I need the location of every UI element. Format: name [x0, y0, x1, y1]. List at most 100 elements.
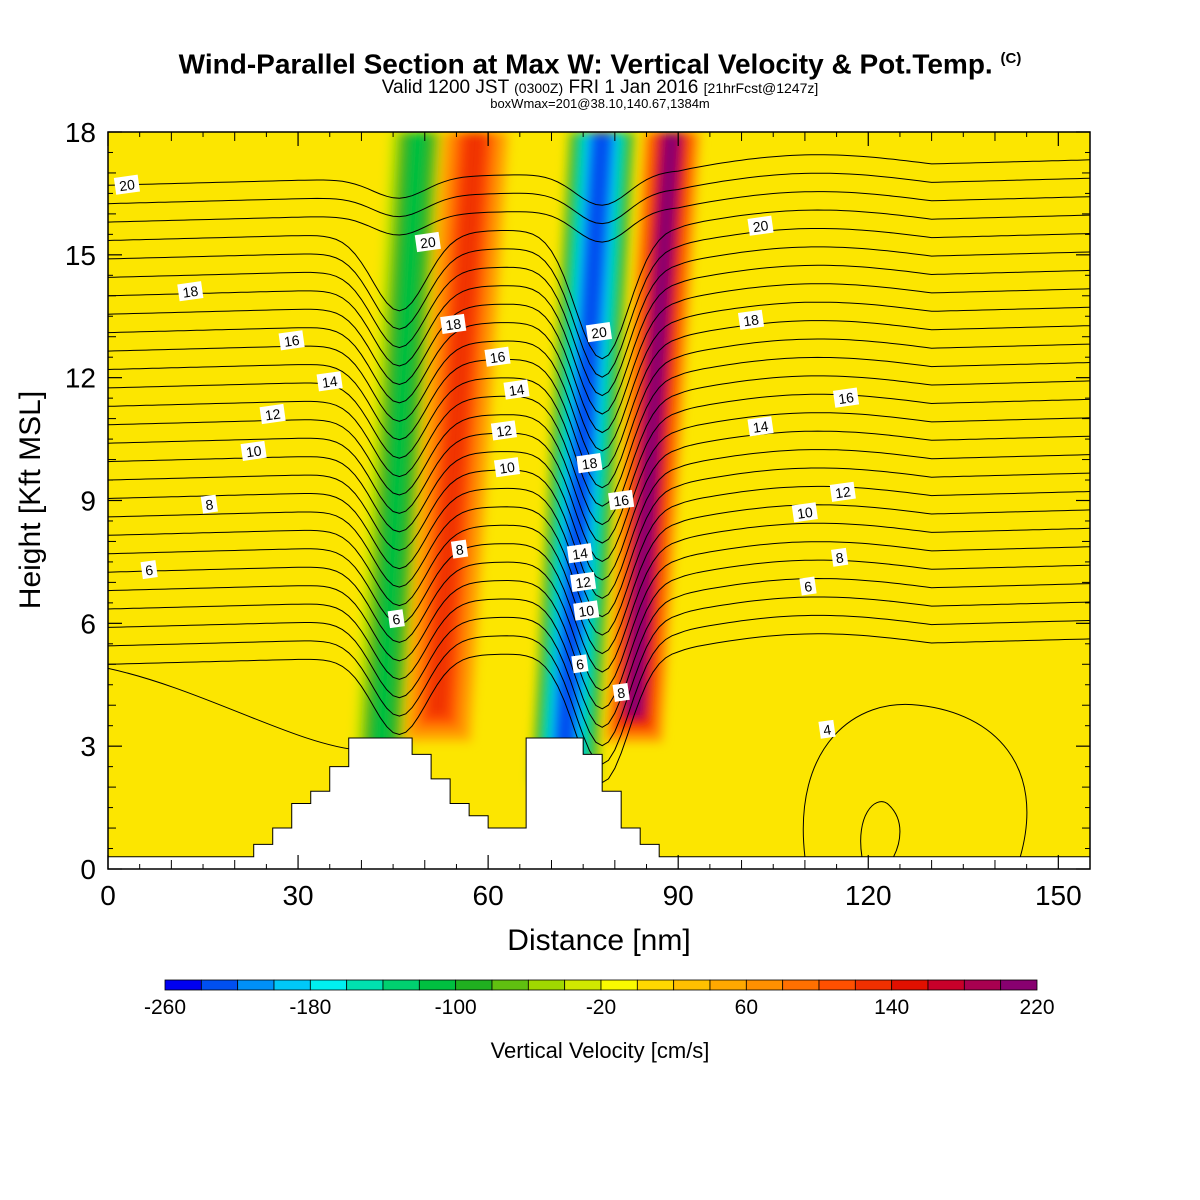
theta-contour-line	[108, 191, 1090, 243]
chart-title: Wind-Parallel Section at Max W: Vertical…	[0, 44, 1200, 79]
colorbar-swatch	[164, 979, 202, 991]
colorbar-swatch	[818, 979, 856, 991]
contour-label: 12	[829, 481, 856, 502]
contour-label-box	[747, 416, 774, 437]
contour-label: 18	[440, 313, 467, 334]
y-axis-label: Height [Kft MSL]	[14, 391, 47, 609]
y-tick-label: 18	[65, 117, 96, 148]
colorbar-tick-label: -100	[435, 996, 477, 1019]
theta-contour-line	[108, 356, 1090, 507]
contour-label-box	[278, 330, 305, 351]
contour-label-box	[829, 481, 856, 502]
x-tick-label: 150	[1035, 880, 1082, 911]
theta-contour-line	[108, 301, 1090, 452]
contour-label-box	[818, 719, 836, 739]
contour-label-text: 8	[204, 496, 214, 513]
contour-label-text: 16	[283, 332, 301, 350]
contour-label-text: 6	[803, 578, 813, 595]
contour-label-text: 4	[822, 721, 832, 738]
colorbar-swatch	[309, 979, 348, 991]
contour-label-text: 18	[742, 311, 760, 329]
theta-contour-line	[108, 596, 1090, 747]
colorbar-swatch	[891, 979, 929, 991]
contour-label-box	[316, 371, 343, 392]
contour-label: 16	[608, 489, 635, 511]
x-tick-label: 90	[663, 880, 694, 911]
box-info: boxWmax=201@38.10,140.67,1384m	[490, 96, 710, 112]
contour-label-text: 16	[837, 389, 855, 407]
contour-label-text: 20	[590, 324, 608, 342]
x-axis-label: Distance [nm]	[507, 924, 690, 957]
theta-contour-line	[108, 449, 1090, 599]
contour-label: 12	[259, 403, 286, 425]
colorbar-swatch	[237, 979, 275, 991]
contour-label-text: 10	[498, 459, 516, 477]
contour-label-box	[573, 600, 600, 621]
y-tick-label: 15	[65, 240, 96, 271]
contour-label-box	[440, 313, 467, 334]
theta-contour-line	[108, 412, 1090, 562]
contour-label-box	[177, 281, 204, 302]
contour-label-text: 8	[455, 541, 465, 558]
y-tick-label: 0	[80, 854, 96, 885]
colorbar-swatch	[200, 979, 239, 991]
contour-label-text: 10	[577, 602, 595, 620]
x-tick-label: 120	[845, 880, 892, 911]
contour-label-text: 18	[581, 455, 599, 473]
theta-contour-line	[108, 246, 1090, 397]
colorbar-swatch	[745, 979, 784, 991]
colorbar-tick-label: 140	[874, 996, 909, 1019]
contour-label-text: 20	[419, 233, 437, 251]
colorbar-swatch	[455, 979, 493, 991]
terrain-outline	[108, 737, 1090, 869]
contour-label-text: 18	[444, 315, 462, 333]
contour-label-text: 20	[752, 217, 770, 235]
contour-label-box	[566, 543, 593, 564]
contour-label: 10	[493, 457, 521, 478]
theta-contour-line	[108, 485, 1090, 636]
theta-contour-line	[108, 467, 1090, 618]
contour-label: 20	[585, 322, 612, 343]
x-tick-label: 60	[473, 880, 504, 911]
contour-label: 20	[414, 231, 441, 253]
velocity-field	[351, 132, 701, 784]
colorbar-swatch	[491, 979, 529, 991]
velocity-band-downdraft-east	[554, 132, 612, 755]
contour-label-box	[585, 322, 612, 343]
contour-label: 6	[799, 576, 817, 596]
contour-label: 6	[140, 560, 158, 580]
contour-label: 8	[831, 547, 849, 567]
chart-title-block: Wind-Parallel Section at Max W: Vertical…	[0, 44, 1200, 112]
colorbar-swatch	[418, 979, 457, 991]
theta-contour-line	[860, 801, 901, 857]
theta-contour-line	[108, 154, 1090, 206]
theta-contour-line	[108, 504, 1090, 655]
valid-date: FRI 1 Jan 2016	[568, 77, 699, 99]
contour-label-text: 16	[489, 348, 507, 366]
contour-label: 20	[113, 174, 140, 195]
contour-label: 14	[566, 543, 593, 564]
contour-label-text: 16	[612, 491, 630, 509]
contour-label: 18	[737, 309, 765, 330]
contour-label: 20	[747, 215, 774, 236]
colorbar-swatch	[673, 979, 711, 991]
contour-label-box	[799, 576, 817, 596]
contour-label-text: 6	[144, 562, 154, 579]
contour-label-text: 12	[264, 405, 282, 423]
contour-label-box	[493, 457, 521, 478]
colorbar-swatch	[527, 979, 566, 991]
colorbar-tick-label: -180	[289, 996, 331, 1019]
contour-label-box	[832, 387, 860, 408]
contour-label-box	[503, 379, 530, 400]
colorbar-swatch	[963, 979, 1002, 991]
contour-label: 14	[316, 371, 343, 392]
theta-contour-line	[108, 283, 1090, 434]
contour-label-box	[414, 231, 441, 253]
contour-label-text: 6	[391, 611, 401, 628]
contour-label: 18	[576, 453, 603, 474]
contour-label-text: 10	[245, 442, 263, 460]
contour-label-box	[576, 453, 603, 474]
contour-label-box	[490, 420, 517, 441]
contour-label: 16	[832, 387, 860, 408]
